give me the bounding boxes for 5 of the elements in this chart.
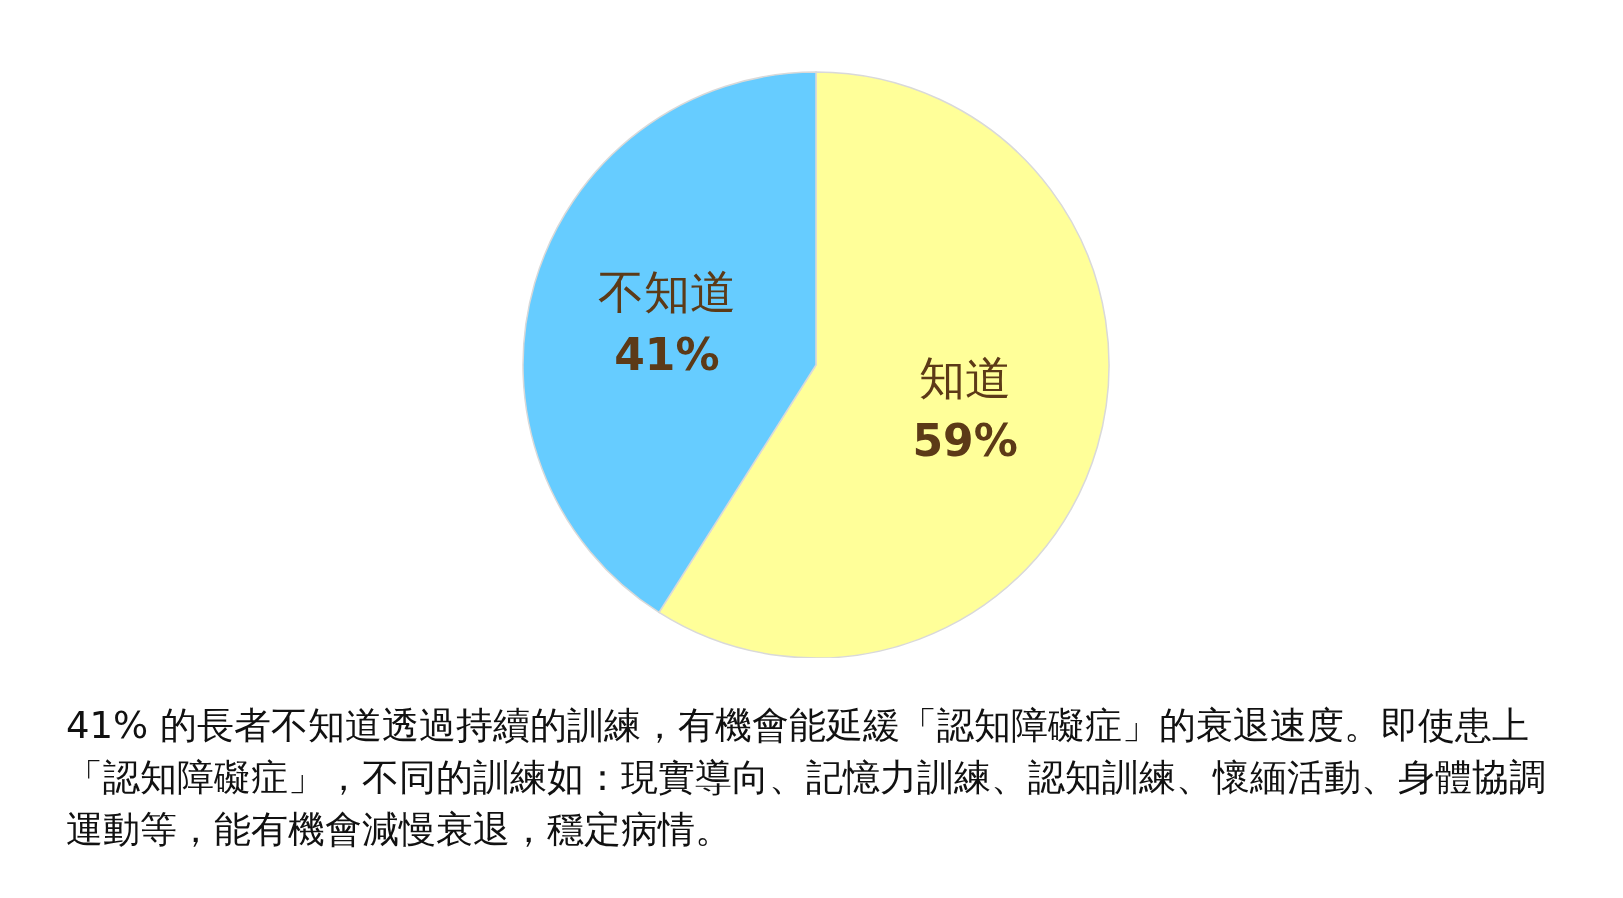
slice-label: 不知道 xyxy=(597,264,736,319)
text: 41% 的長者不知道透過持續的訓練，有機會能延緩「認知障礙症」的衰退速度。即使患上「認知障礙症」，不同的訓練如：現實導向、記憶力訓練、認知訓練、懷緬活動、身體協調運動等，能有機會減慢衰退，穩定病情。 xyxy=(66,703,1547,853)
data-label: 59% xyxy=(912,415,1018,467)
slice-label: 知道 xyxy=(919,351,1012,406)
data-label: 41% xyxy=(614,328,720,380)
